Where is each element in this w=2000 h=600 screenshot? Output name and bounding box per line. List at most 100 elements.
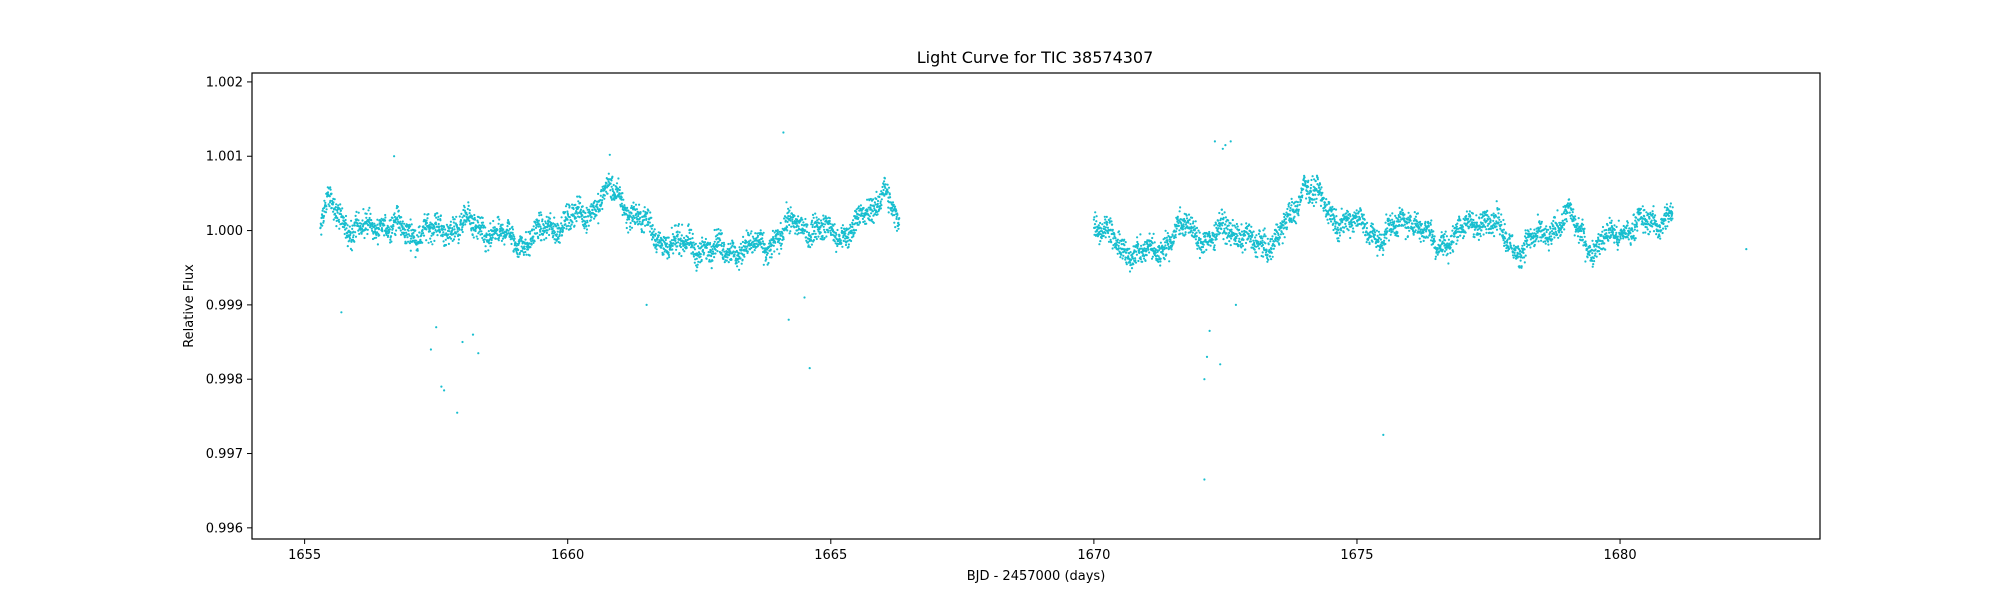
data-point — [360, 222, 363, 225]
data-point — [1203, 250, 1206, 253]
data-point — [1121, 257, 1124, 260]
data-point — [1418, 237, 1421, 240]
data-point — [1174, 233, 1177, 236]
data-point — [451, 216, 454, 219]
data-point — [1123, 244, 1126, 247]
data-point — [1134, 259, 1137, 262]
data-point — [500, 239, 503, 242]
data-point — [1364, 234, 1367, 237]
data-point — [458, 234, 462, 237]
data-point — [893, 221, 896, 224]
data-point — [1229, 235, 1232, 238]
data-point — [343, 232, 346, 236]
data-point — [822, 214, 825, 217]
data-point — [727, 261, 730, 264]
data-point — [1181, 224, 1184, 227]
data-point — [1365, 227, 1368, 230]
data-point — [432, 233, 435, 236]
data-point — [1442, 235, 1445, 238]
data-point — [1335, 215, 1338, 218]
data-point — [1390, 228, 1393, 231]
data-point — [463, 206, 466, 209]
data-point — [1566, 211, 1569, 214]
data-point — [593, 217, 596, 220]
data-point — [1569, 217, 1572, 220]
data-point — [727, 242, 730, 246]
data-point — [413, 236, 416, 239]
data-point — [589, 205, 592, 208]
data-point — [1401, 209, 1404, 212]
data-point — [1297, 208, 1300, 211]
data-point — [1296, 201, 1299, 204]
data-point — [1433, 240, 1436, 243]
data-point — [740, 246, 744, 249]
data-point — [1267, 243, 1270, 246]
data-point — [401, 220, 404, 223]
data-point — [397, 209, 400, 212]
data-point — [460, 219, 463, 222]
data-point — [1114, 237, 1117, 240]
data-point — [448, 230, 451, 233]
data-point — [1444, 230, 1447, 233]
data-point — [1536, 213, 1539, 216]
data-point — [332, 210, 335, 213]
data-point — [835, 233, 838, 236]
data-point — [766, 252, 769, 255]
data-point — [717, 228, 720, 231]
data-point — [1328, 201, 1331, 204]
data-point — [674, 239, 677, 242]
data-point — [1321, 191, 1324, 194]
data-point — [437, 215, 440, 218]
data-point — [827, 231, 830, 234]
data-point — [1313, 198, 1316, 201]
data-point — [1295, 208, 1299, 211]
data-point — [1153, 241, 1156, 244]
data-point — [1611, 231, 1615, 234]
data-point — [1332, 222, 1335, 225]
data-point — [1258, 247, 1261, 250]
data-point — [539, 225, 542, 228]
data-point — [1118, 233, 1121, 236]
data-point — [453, 218, 456, 221]
data-point — [1556, 233, 1559, 236]
data-point — [379, 220, 383, 223]
data-point — [1560, 213, 1564, 216]
data-point — [1112, 237, 1115, 240]
data-point — [685, 246, 688, 249]
data-point — [1293, 215, 1296, 218]
data-point — [1136, 240, 1139, 244]
data-point — [1413, 217, 1416, 220]
data-point — [1260, 241, 1264, 245]
data-point — [674, 224, 677, 227]
data-point — [1439, 244, 1442, 247]
data-point — [1103, 221, 1106, 224]
data-point — [1552, 219, 1555, 223]
data-point — [511, 225, 514, 228]
data-point — [418, 225, 421, 228]
data-point — [1273, 245, 1276, 248]
data-point — [895, 229, 899, 232]
data-point — [691, 237, 694, 240]
data-point — [805, 236, 808, 239]
data-point — [1274, 239, 1277, 242]
data-point — [556, 230, 559, 233]
data-point — [1366, 221, 1369, 224]
data-point — [1331, 205, 1334, 208]
data-point — [1359, 209, 1362, 212]
data-point — [1281, 242, 1284, 245]
data-point — [1110, 220, 1113, 223]
data-point — [704, 237, 708, 241]
data-point — [1462, 228, 1465, 231]
data-point — [789, 206, 792, 209]
data-point — [1253, 248, 1256, 251]
data-point — [870, 218, 873, 221]
data-point — [1574, 218, 1577, 221]
data-point — [1145, 240, 1148, 244]
data-point — [434, 223, 438, 226]
data-point — [476, 219, 479, 222]
data-point — [369, 212, 372, 215]
data-point — [1387, 217, 1390, 220]
data-point — [1283, 236, 1286, 239]
data-point — [1489, 219, 1492, 222]
data-point — [425, 221, 428, 225]
